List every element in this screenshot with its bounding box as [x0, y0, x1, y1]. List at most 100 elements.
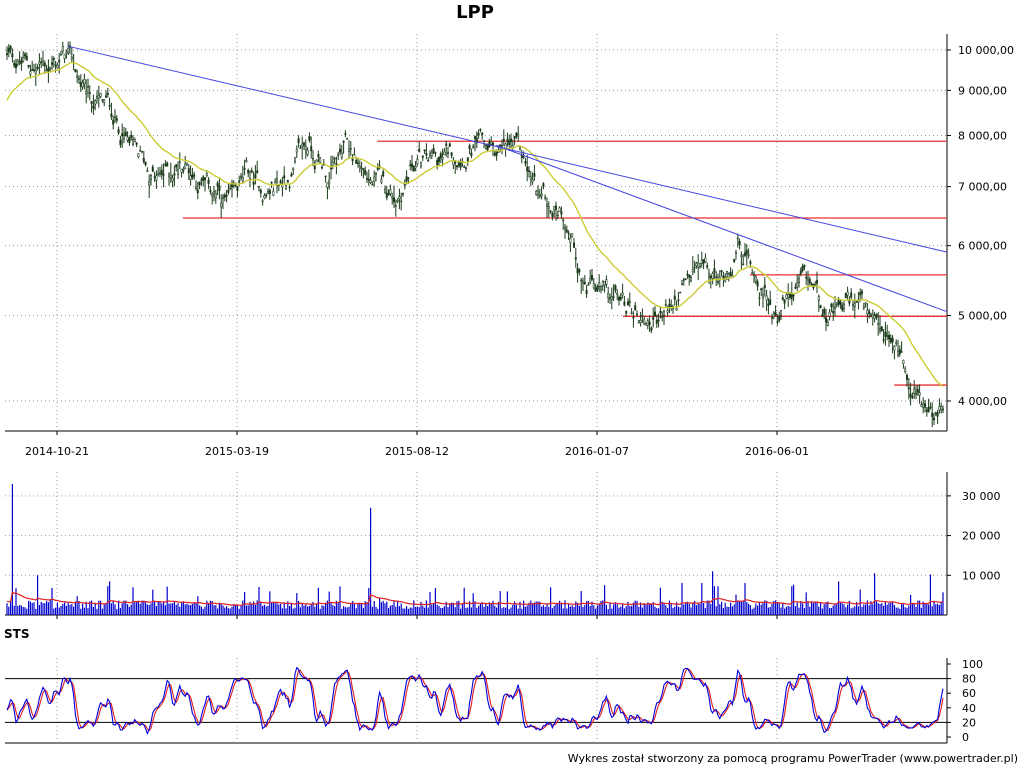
- candle-body: [45, 69, 48, 72]
- candle-body: [621, 292, 624, 296]
- candle-body: [403, 184, 406, 186]
- volume-y-tick-label: 10 000: [962, 569, 1001, 582]
- candle-body: [799, 270, 802, 274]
- candle-body: [659, 310, 662, 314]
- candle-body: [126, 136, 129, 141]
- candle-body: [842, 303, 845, 310]
- candle-body: [473, 136, 476, 139]
- candle-body: [446, 152, 449, 154]
- candle-body: [806, 277, 809, 281]
- price-panel: 10 000,00 9 000,00 8 000,00 7 000,00 6 000,0…: [5, 34, 1014, 458]
- candle-body: [493, 153, 496, 155]
- candle-body: [191, 174, 194, 178]
- candle-body: [655, 319, 658, 324]
- candle-body: [794, 287, 797, 289]
- footer-credit: Wykres został stworzony za pomocą progra…: [568, 752, 1018, 765]
- candle-body: [916, 389, 919, 393]
- candle-body: [198, 181, 201, 186]
- candle-body: [243, 168, 246, 170]
- candle-body: [751, 272, 754, 275]
- candle-body: [108, 105, 111, 107]
- candle-body: [265, 194, 268, 197]
- candle-body: [779, 310, 782, 316]
- candle-body: [576, 268, 579, 274]
- candle-body: [533, 173, 536, 177]
- candle-body: [180, 168, 183, 173]
- candle-body: [101, 99, 104, 101]
- candle-body: [49, 66, 52, 70]
- candle-body: [545, 203, 548, 207]
- candle-body: [905, 375, 908, 380]
- candle-body: [347, 148, 350, 153]
- candle-body: [214, 193, 217, 199]
- candle-body: [619, 297, 622, 300]
- candle-body: [893, 346, 896, 351]
- candle-body: [115, 118, 118, 121]
- candle-body: [929, 406, 932, 409]
- candle-body: [742, 263, 745, 266]
- candle-body: [464, 167, 467, 169]
- candle-body: [837, 299, 840, 305]
- candle-body: [686, 273, 689, 276]
- candle-body: [425, 153, 428, 156]
- candle-body: [213, 190, 216, 196]
- sts-label: STS: [4, 627, 29, 641]
- x-tick-label: 2014-10-21: [25, 445, 89, 458]
- candle-body: [238, 180, 241, 183]
- candle-body: [450, 152, 453, 156]
- volume-panel: 10 000 20 000 30 000: [5, 472, 1001, 619]
- candle-body: [563, 226, 566, 230]
- candle-body: [292, 167, 295, 171]
- candle-body: [774, 311, 777, 317]
- candle-body: [562, 219, 565, 222]
- candle-body: [383, 188, 386, 194]
- candle-body: [535, 191, 538, 195]
- candle-body: [153, 176, 156, 178]
- candle-body: [823, 309, 826, 315]
- candle-body: [590, 275, 593, 280]
- candle-body: [382, 171, 385, 177]
- candle-body: [187, 168, 190, 174]
- candle-body: [594, 288, 597, 292]
- candle-body: [252, 181, 255, 185]
- candle-body: [135, 142, 138, 145]
- candle-body: [236, 186, 239, 191]
- candle-body: [247, 169, 250, 174]
- candle-body: [96, 96, 99, 99]
- candle-body: [326, 182, 329, 188]
- candle-body: [653, 311, 656, 317]
- candle-body: [373, 176, 376, 182]
- candle-body: [932, 417, 935, 421]
- candle-body: [443, 151, 446, 156]
- candle-body: [747, 254, 750, 256]
- sts-y-tick-label: 40: [962, 702, 976, 715]
- candle-body: [540, 193, 543, 197]
- candle-body: [159, 172, 162, 175]
- candle-body: [661, 316, 664, 318]
- candle-body: [123, 135, 126, 140]
- candle-body: [79, 82, 82, 87]
- candle-body: [913, 388, 916, 394]
- candle-body: [581, 281, 584, 284]
- candle-body: [259, 189, 262, 194]
- candle-body: [401, 193, 404, 195]
- candle-body: [688, 274, 691, 278]
- candle-body: [171, 177, 174, 182]
- candle-body: [355, 160, 358, 164]
- candle-body: [815, 280, 818, 284]
- candle-body: [117, 129, 120, 134]
- candle-body: [87, 86, 90, 88]
- candle-body: [209, 190, 212, 192]
- candle-body: [410, 163, 413, 168]
- candle-body: [317, 154, 320, 158]
- candle-body: [704, 257, 707, 263]
- candle-body: [526, 166, 529, 172]
- candle-body: [70, 56, 73, 60]
- candle-body: [195, 186, 198, 189]
- candle-body: [853, 303, 856, 308]
- candle-body: [938, 406, 941, 411]
- candle-body: [392, 197, 395, 203]
- candle-body: [141, 150, 144, 153]
- candle-body: [868, 311, 871, 314]
- candle-body: [16, 60, 19, 65]
